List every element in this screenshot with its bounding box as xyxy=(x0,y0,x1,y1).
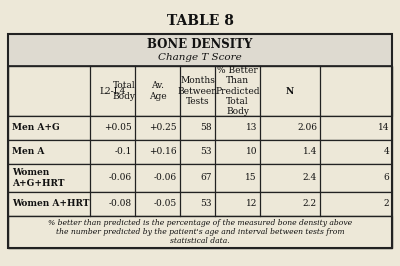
Bar xyxy=(8,34,392,248)
Text: 58: 58 xyxy=(200,123,212,132)
Text: 4: 4 xyxy=(383,148,389,156)
Text: Total
Body: Total Body xyxy=(112,81,136,101)
Bar xyxy=(8,140,392,164)
Text: % Better
Than
Predicted
Total
Body: % Better Than Predicted Total Body xyxy=(215,66,260,116)
Text: Women
A+G+HRT: Women A+G+HRT xyxy=(12,168,64,188)
Text: +0.25: +0.25 xyxy=(149,123,177,132)
Text: 1.4: 1.4 xyxy=(303,148,317,156)
Text: 2.06: 2.06 xyxy=(297,123,317,132)
Bar xyxy=(8,116,392,140)
Text: 2.2: 2.2 xyxy=(303,200,317,209)
Text: Av.
Age: Av. Age xyxy=(149,81,166,101)
Text: 12: 12 xyxy=(246,200,257,209)
Text: 15: 15 xyxy=(245,173,257,182)
Text: 2: 2 xyxy=(383,200,389,209)
Bar xyxy=(8,34,392,66)
Text: 53: 53 xyxy=(200,200,212,209)
Bar xyxy=(8,164,392,192)
Text: 13: 13 xyxy=(246,123,257,132)
Text: N: N xyxy=(286,86,294,95)
Text: 2.4: 2.4 xyxy=(303,173,317,182)
Bar xyxy=(8,66,392,116)
Text: Women A+HRT: Women A+HRT xyxy=(12,200,90,209)
Text: L2-L4: L2-L4 xyxy=(99,86,126,95)
Bar xyxy=(8,192,392,216)
Text: % better than predicted is the percentage of the measured bone density above
the: % better than predicted is the percentag… xyxy=(48,219,352,245)
Text: 10: 10 xyxy=(246,148,257,156)
Text: -0.08: -0.08 xyxy=(109,200,132,209)
Text: Months
Between
Tests: Months Between Tests xyxy=(178,76,218,106)
Text: 6: 6 xyxy=(383,173,389,182)
Text: 14: 14 xyxy=(378,123,389,132)
Text: -0.1: -0.1 xyxy=(115,148,132,156)
Text: +0.16: +0.16 xyxy=(149,148,177,156)
Text: -0.06: -0.06 xyxy=(109,173,132,182)
Text: -0.05: -0.05 xyxy=(154,200,177,209)
Text: Men A: Men A xyxy=(12,148,44,156)
Text: Change T Score: Change T Score xyxy=(158,52,242,61)
Text: Men A+G: Men A+G xyxy=(12,123,60,132)
Text: BONE DENSITY: BONE DENSITY xyxy=(147,38,253,51)
Text: TABLE 8: TABLE 8 xyxy=(166,14,234,28)
Bar xyxy=(8,216,392,248)
Text: -0.06: -0.06 xyxy=(154,173,177,182)
Text: 53: 53 xyxy=(200,148,212,156)
Text: +0.05: +0.05 xyxy=(104,123,132,132)
Text: 67: 67 xyxy=(200,173,212,182)
